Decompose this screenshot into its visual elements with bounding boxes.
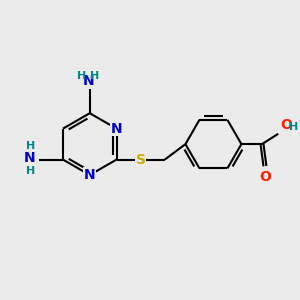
Text: H: H xyxy=(26,166,35,176)
Text: H: H xyxy=(90,71,100,81)
Text: H: H xyxy=(289,122,298,132)
Text: N: N xyxy=(111,122,122,136)
Text: O: O xyxy=(280,118,292,132)
Text: N: N xyxy=(84,168,96,182)
Text: O: O xyxy=(259,170,271,184)
Text: S: S xyxy=(136,153,146,166)
Text: H: H xyxy=(26,141,35,151)
Text: N: N xyxy=(24,151,36,165)
Text: N: N xyxy=(82,74,94,88)
Text: H: H xyxy=(77,71,86,81)
